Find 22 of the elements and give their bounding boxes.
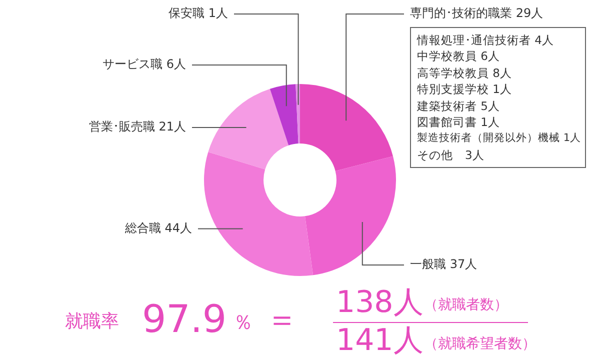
text: 高等学校教員 8人 [417,64,513,82]
text: 中学校教員 6人 [417,48,501,65]
text: その他 3人 [417,146,486,164]
text: 建築技術者 5人 [417,98,501,114]
slice-label: 営業･販売職 21人 [88,120,186,134]
text: 製造技術者（開発以外）機械 1人 [417,131,582,146]
text: 図書館司書 1人 [417,114,501,130]
text: ％ [233,310,253,334]
text: ＝ [266,300,298,338]
text: （就職希望者数） [424,336,536,352]
slice-label: 総合職 44人 [124,220,192,235]
text: 情報処理･通信技術者 4人 [417,32,555,48]
slice-label: サービス職 6人 [102,57,186,72]
slice-label: 専門的･技術的職業 29人 [410,6,544,20]
slice-label: 一般職 37人 [410,257,478,272]
text: 97.9 [142,297,227,341]
text: （就職者数） [424,297,508,313]
text: 141人 [336,323,424,358]
text: 就職率 [65,311,119,332]
slice-label: 保安職 1人 [168,6,228,20]
text: 138人 [336,285,424,320]
text: 特別支援学校 1人 [417,81,513,98]
